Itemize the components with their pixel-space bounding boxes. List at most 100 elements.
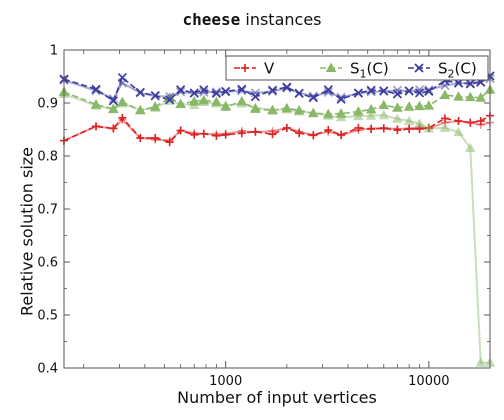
legend-2-suffix: (C): [455, 60, 477, 78]
series-0-solid-point-18: [324, 127, 333, 136]
series-1-solid-point-8: [188, 99, 200, 110]
series-1-solid-point-9: [198, 96, 210, 106]
series-0-solid-point-29: [466, 118, 475, 127]
series-1-solid-line: [63, 93, 490, 364]
series-1-point-25: [414, 100, 425, 111]
series-2-solid-point-17: [308, 91, 318, 101]
series-1-solid-point-30: [475, 357, 486, 367]
series-2-point-18: [323, 85, 333, 95]
series-2-solid-point-24: [404, 86, 414, 96]
series-0-solid-point-6: [165, 136, 174, 145]
series-2-solid-point-2: [108, 94, 118, 104]
series-1-solid-point-2: [108, 103, 119, 114]
series-2-point-17: [308, 93, 318, 103]
series-2-point-19: [336, 94, 346, 104]
series-0-solid-point-1: [92, 122, 101, 131]
series-2-point-26: [424, 86, 434, 96]
plot-frame: [63, 49, 491, 369]
series-1-point-30: [475, 92, 486, 102]
series-1-solid-point-25: [414, 118, 425, 128]
series-1-solid-point-1: [90, 100, 102, 110]
series-2-point-10: [211, 88, 221, 99]
series-1-solid-point-13: [250, 102, 261, 112]
legend-box: [225, 55, 489, 81]
series-1-point-26: [423, 100, 435, 110]
series-0-solid-point-28: [454, 117, 463, 126]
series-2-solid-point-12: [237, 86, 247, 96]
series-2-solid-point-19: [336, 92, 346, 102]
legend-0-marker: [241, 64, 249, 72]
series-1-solid-point-24: [403, 115, 415, 126]
series-1-solid-point-3: [117, 98, 128, 108]
series-2-solid-point-4: [135, 88, 145, 98]
y-tick-label-6: 1: [50, 44, 58, 59]
series-2-point-9: [199, 85, 209, 95]
series-2-solid-point-8: [189, 88, 199, 99]
series-1-solid-point-17: [308, 107, 319, 118]
series-1-point-28: [453, 91, 464, 101]
series-0-solid-point-2: [109, 124, 118, 133]
series-0-solid-point-30: [476, 120, 485, 129]
legend-1-marker: [325, 62, 337, 72]
series-0-solid-point-15: [282, 123, 291, 132]
series-0-solid-point-21: [367, 124, 376, 133]
series-markers: [58, 71, 496, 367]
series-2-solid-point-5: [150, 91, 160, 101]
series-0-solid-point-11: [221, 129, 230, 138]
chart-title: cheese instances: [0, 10, 504, 29]
y-tick-label-1: 0.5: [37, 309, 58, 324]
series-1-point-29: [465, 91, 476, 102]
legend-1-label: S1(C): [350, 60, 389, 81]
series-0-solid-point-23: [393, 124, 402, 133]
series-2-point-1: [91, 84, 101, 94]
y-tick-label-4: 0.8: [37, 150, 58, 165]
series-2-solid-point-25: [414, 85, 425, 95]
series-2-solid-point-14: [267, 86, 278, 96]
series-2-solid-point-13: [250, 88, 260, 98]
series-0-solid-point-16: [295, 127, 304, 136]
series-2-solid-point-28: [453, 78, 464, 88]
series-1-solid-point-7: [175, 98, 186, 109]
series-2-point-7: [176, 85, 186, 95]
series-1-point-22: [378, 99, 390, 110]
series-1-solid-point-16: [293, 106, 305, 116]
series-1-solid-point-22: [378, 109, 390, 120]
y-tick-label-2: 0.6: [37, 256, 58, 271]
series-0-solid-point-22: [379, 123, 388, 132]
series-1-solid-point-11: [220, 100, 231, 110]
series-1-solid-point-20: [353, 110, 364, 121]
series-2-point-13: [250, 92, 260, 102]
series-1-solid-point-29: [465, 142, 476, 153]
series-2-solid-point-3: [117, 78, 127, 88]
series-1-solid-point-23: [392, 113, 403, 123]
series-0-solid-point-8: [190, 129, 199, 138]
series-0-solid-point-10: [212, 130, 221, 139]
series-1-solid-point-27: [439, 122, 451, 132]
axes: 0.4 0.5 0.6 0.7 0.8 0.9 1 1000 10000: [37, 44, 491, 389]
series-2-solid-point-10: [211, 87, 221, 97]
series-2-point-25: [414, 88, 425, 98]
series-2-solid-point-1: [91, 86, 101, 96]
legend: V S1(C) S2(C): [225, 55, 489, 81]
series-1-solid-point-12: [236, 98, 248, 108]
series-0-solid-point-14: [268, 127, 277, 136]
series-2-solid-point-22: [379, 86, 389, 96]
series-1-solid-point-14: [267, 104, 278, 114]
series-2-solid-point-18: [323, 87, 333, 98]
y-tick-label-0: 0.4: [37, 362, 58, 377]
series-0-solid-point-9: [199, 129, 208, 138]
series-1-solid-point-21: [365, 110, 377, 120]
chart-title-code: cheese: [182, 10, 241, 29]
series-0-solid-point-13: [251, 128, 260, 137]
series-1-solid-point-10: [211, 98, 222, 108]
series-2-point-12: [237, 84, 247, 94]
series-2-point-21: [366, 85, 376, 95]
legend-0-label: V: [264, 60, 275, 78]
series-1-point-27: [439, 89, 451, 100]
series-2-solid-point-6: [165, 92, 175, 102]
series-1-point-24: [403, 101, 415, 111]
series-2-solid-point-15: [282, 83, 292, 93]
series-0-solid-point-5: [151, 135, 160, 144]
series-1-solid-point-19: [335, 111, 347, 122]
